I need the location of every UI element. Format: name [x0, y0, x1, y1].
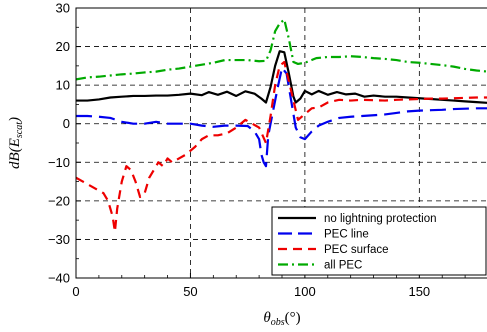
x-tick-label: 150 [408, 284, 430, 299]
y-tick-label: −30 [48, 232, 70, 247]
y-tick-label: 10 [56, 78, 70, 93]
y-tick-label: −10 [48, 155, 70, 170]
y-tick-label: 0 [63, 116, 70, 131]
x-axis-label: θobs(°) [263, 310, 300, 327]
tick-labels: 0 50 100 150 −40 −30 −20 −10 0 10 20 30 [48, 1, 430, 300]
y-tick-label: −20 [48, 193, 70, 208]
x-tick-label: 50 [183, 284, 197, 299]
legend-label-3: all PEC [324, 260, 362, 272]
legend-label-1: PEC line [324, 229, 369, 241]
y-tick-label: 20 [56, 39, 70, 54]
series-group [76, 18, 487, 233]
y-tick-label: −40 [48, 271, 70, 286]
legend: no lightning protection PEC line PEC surfa… [271, 206, 487, 276]
y-tick-label: 30 [56, 1, 70, 16]
x-tick-label: 100 [294, 284, 316, 299]
series-line-1 [76, 66, 487, 168]
series-line-2 [76, 60, 487, 233]
series-line-3 [76, 18, 487, 81]
x-tick-label: 0 [72, 284, 79, 299]
legend-label-0: no lightning protection [324, 213, 437, 225]
y-axis-label: dB(Escat) [7, 117, 25, 169]
legend-label-2: PEC surface [324, 244, 389, 256]
series-line-0 [76, 50, 487, 104]
